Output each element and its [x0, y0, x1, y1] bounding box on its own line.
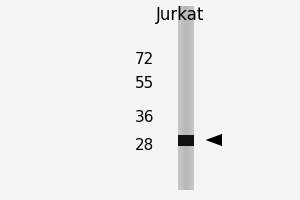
- Bar: [184, 6, 185, 190]
- Bar: [179, 6, 180, 190]
- Bar: [187, 6, 188, 190]
- Text: 28: 28: [135, 138, 154, 152]
- Bar: [186, 6, 187, 190]
- Bar: [193, 6, 194, 190]
- Bar: [180, 6, 181, 190]
- Bar: [190, 6, 191, 190]
- Text: Jurkat: Jurkat: [156, 6, 204, 24]
- Bar: [189, 6, 190, 190]
- Text: 36: 36: [135, 110, 154, 126]
- Bar: [178, 135, 194, 146]
- Bar: [185, 6, 186, 190]
- Bar: [188, 6, 189, 190]
- Bar: [182, 6, 183, 190]
- Bar: [191, 6, 192, 190]
- Bar: [181, 6, 182, 190]
- Bar: [178, 6, 194, 190]
- Polygon shape: [206, 134, 222, 146]
- Bar: [178, 6, 179, 190]
- Bar: [192, 6, 193, 190]
- Text: 72: 72: [135, 52, 154, 68]
- Text: 55: 55: [135, 75, 154, 90]
- Bar: [183, 6, 184, 190]
